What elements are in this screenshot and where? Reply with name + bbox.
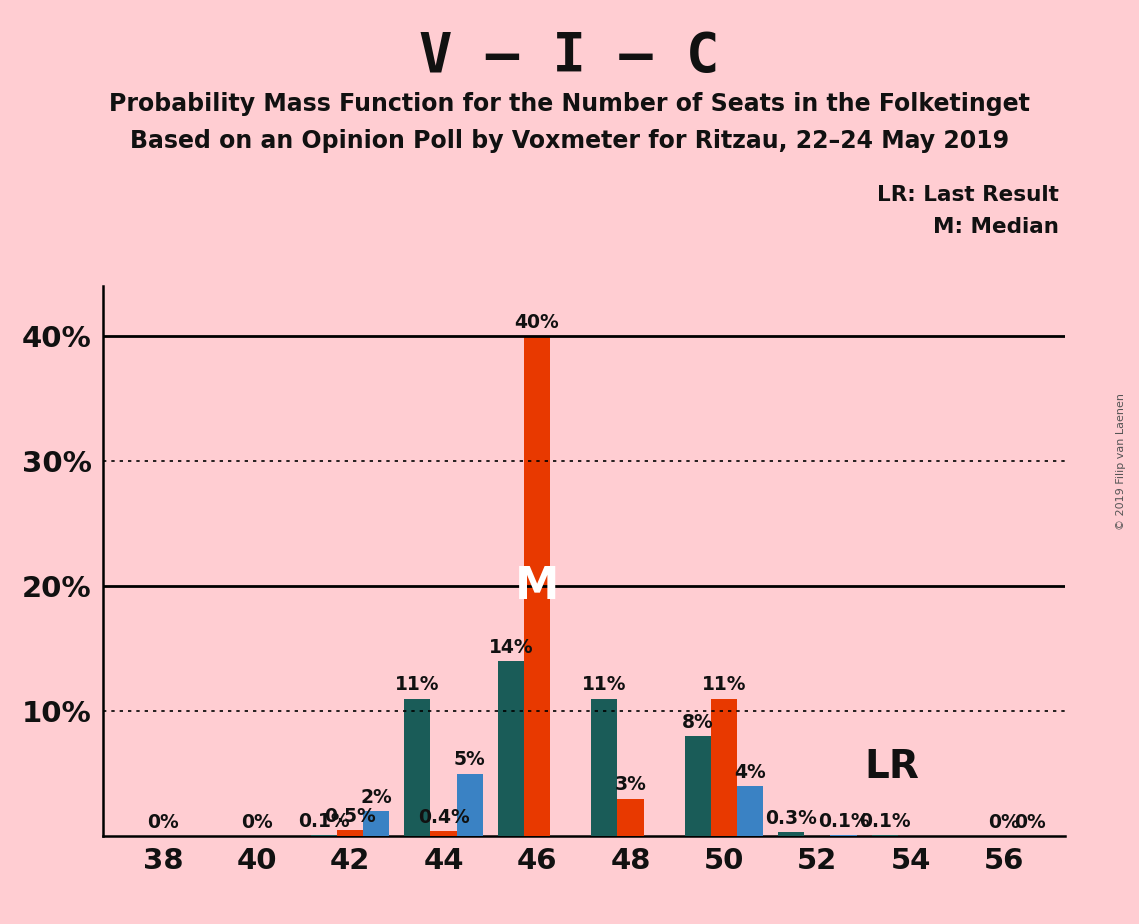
- Bar: [524, 336, 550, 836]
- Bar: [830, 835, 857, 836]
- Bar: [363, 811, 390, 836]
- Text: 14%: 14%: [489, 638, 533, 657]
- Bar: [871, 835, 898, 836]
- Text: 4%: 4%: [735, 763, 765, 782]
- Text: 11%: 11%: [582, 675, 626, 695]
- Bar: [685, 736, 711, 836]
- Text: 11%: 11%: [702, 675, 746, 695]
- Text: 0%: 0%: [147, 813, 179, 832]
- Bar: [311, 835, 337, 836]
- Text: 40%: 40%: [515, 313, 559, 332]
- Text: 0.5%: 0.5%: [325, 807, 376, 826]
- Bar: [591, 699, 617, 836]
- Text: Based on an Opinion Poll by Voxmeter for Ritzau, 22–24 May 2019: Based on an Opinion Poll by Voxmeter for…: [130, 129, 1009, 153]
- Text: 0.4%: 0.4%: [418, 808, 469, 827]
- Text: V – I – C: V – I – C: [419, 30, 720, 82]
- Text: 3%: 3%: [615, 775, 647, 795]
- Text: © 2019 Filip van Laenen: © 2019 Filip van Laenen: [1116, 394, 1125, 530]
- Text: M: Median: M: Median: [933, 217, 1059, 237]
- Text: Probability Mass Function for the Number of Seats in the Folketinget: Probability Mass Function for the Number…: [109, 92, 1030, 116]
- Text: 5%: 5%: [453, 750, 485, 770]
- Bar: [711, 699, 737, 836]
- Text: 0%: 0%: [1015, 813, 1047, 832]
- Text: LR: Last Result: LR: Last Result: [877, 185, 1059, 205]
- Bar: [404, 699, 431, 836]
- Text: 0%: 0%: [989, 813, 1021, 832]
- Bar: [337, 830, 363, 836]
- Text: LR: LR: [865, 748, 919, 786]
- Text: 11%: 11%: [395, 675, 440, 695]
- Bar: [617, 798, 644, 836]
- Text: 0.1%: 0.1%: [859, 811, 910, 831]
- Bar: [457, 773, 483, 836]
- Bar: [737, 786, 763, 836]
- Text: M: M: [515, 565, 559, 608]
- Text: 0.1%: 0.1%: [298, 811, 350, 831]
- Text: 8%: 8%: [682, 713, 714, 732]
- Bar: [778, 833, 804, 836]
- Text: 2%: 2%: [360, 788, 392, 807]
- Bar: [498, 662, 524, 836]
- Text: 0.1%: 0.1%: [818, 811, 869, 831]
- Text: 0%: 0%: [240, 813, 272, 832]
- Text: 0.3%: 0.3%: [765, 809, 817, 828]
- Bar: [431, 832, 457, 836]
